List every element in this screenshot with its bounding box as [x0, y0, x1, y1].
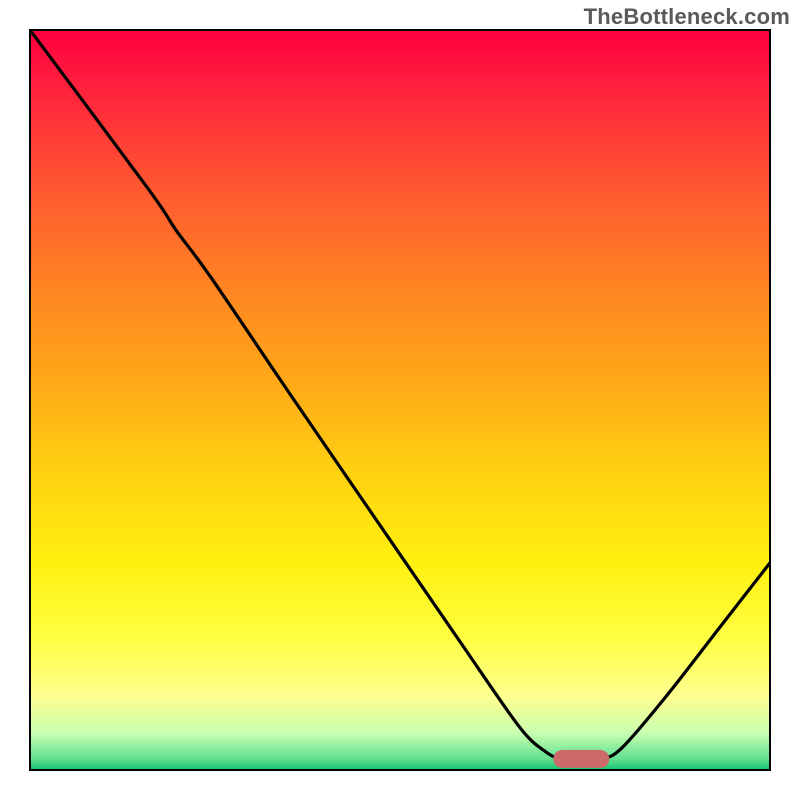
bottleneck-chart	[0, 0, 800, 800]
gradient-background	[30, 30, 770, 770]
attribution-text: TheBottleneck.com	[584, 4, 790, 30]
plot-area	[30, 30, 770, 770]
optimal-marker	[553, 750, 609, 768]
